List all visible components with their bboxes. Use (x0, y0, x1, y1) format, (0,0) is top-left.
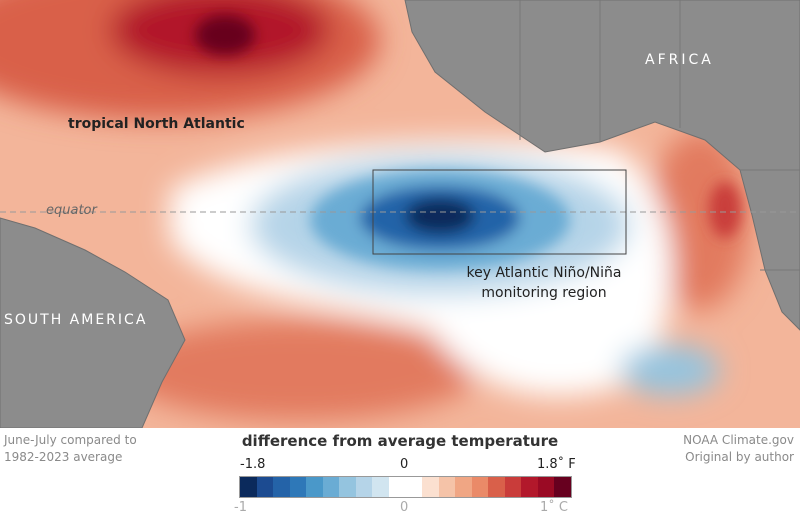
footer-period: June-July compared to (4, 433, 137, 447)
footer-baseline: 1982-2023 average (4, 450, 123, 464)
footer-source: NOAA Climate.gov (683, 433, 794, 447)
legend-swatch (355, 477, 373, 497)
legend-swatch (240, 477, 257, 497)
label-north-atlantic: tropical North Atlantic (68, 116, 245, 132)
legend-swatch (422, 477, 439, 497)
legend-swatch (455, 477, 472, 497)
legend-swatch (488, 477, 505, 497)
footer-right: NOAA Climate.gov Original by author (683, 432, 794, 466)
sst-anomaly-map (0, 0, 800, 428)
south-america-landmass (0, 217, 186, 428)
legend-swatch (504, 477, 522, 497)
region-label-line1: key Atlantic Niño/Niña (466, 265, 622, 281)
legend-swatch (537, 477, 555, 497)
legend-f-min: -1.8 (240, 457, 266, 472)
label-south-america: SOUTH AMERICA (4, 312, 148, 328)
legend-swatch (289, 477, 307, 497)
legend-swatch (372, 477, 389, 497)
legend-swatch (273, 477, 290, 497)
label-monitoring-region: key Atlantic Niño/Niña monitoring region (450, 263, 638, 303)
legend-c-mid: 0 (400, 500, 409, 515)
footer-author: Original by author (685, 450, 794, 464)
label-equator: equator (46, 203, 97, 218)
legend-swatch (438, 477, 456, 497)
label-africa: AFRICA (645, 52, 714, 68)
legend-f-mid: 0 (400, 457, 409, 472)
africa-landmass (404, 0, 800, 331)
legend-swatch (339, 477, 356, 497)
legend-swatch (388, 477, 406, 497)
legend-c-min: -1 (234, 500, 247, 515)
legend-title: difference from average temperature (241, 432, 559, 450)
legend-color-bar (239, 476, 572, 498)
legend-swatch (554, 477, 571, 497)
legend-swatch (405, 477, 423, 497)
region-label-line2: monitoring region (481, 285, 607, 301)
monitoring-region-box (372, 169, 627, 255)
legend-swatch (521, 477, 538, 497)
legend-c-max: 1˚ C (540, 500, 568, 515)
legend-swatch (471, 477, 489, 497)
legend-swatch (322, 477, 340, 497)
legend-swatch (306, 477, 323, 497)
legend-swatch (256, 477, 274, 497)
footer-left: June-July compared to 1982-2023 average (4, 432, 137, 466)
legend-f-max: 1.8˚ F (537, 457, 576, 472)
